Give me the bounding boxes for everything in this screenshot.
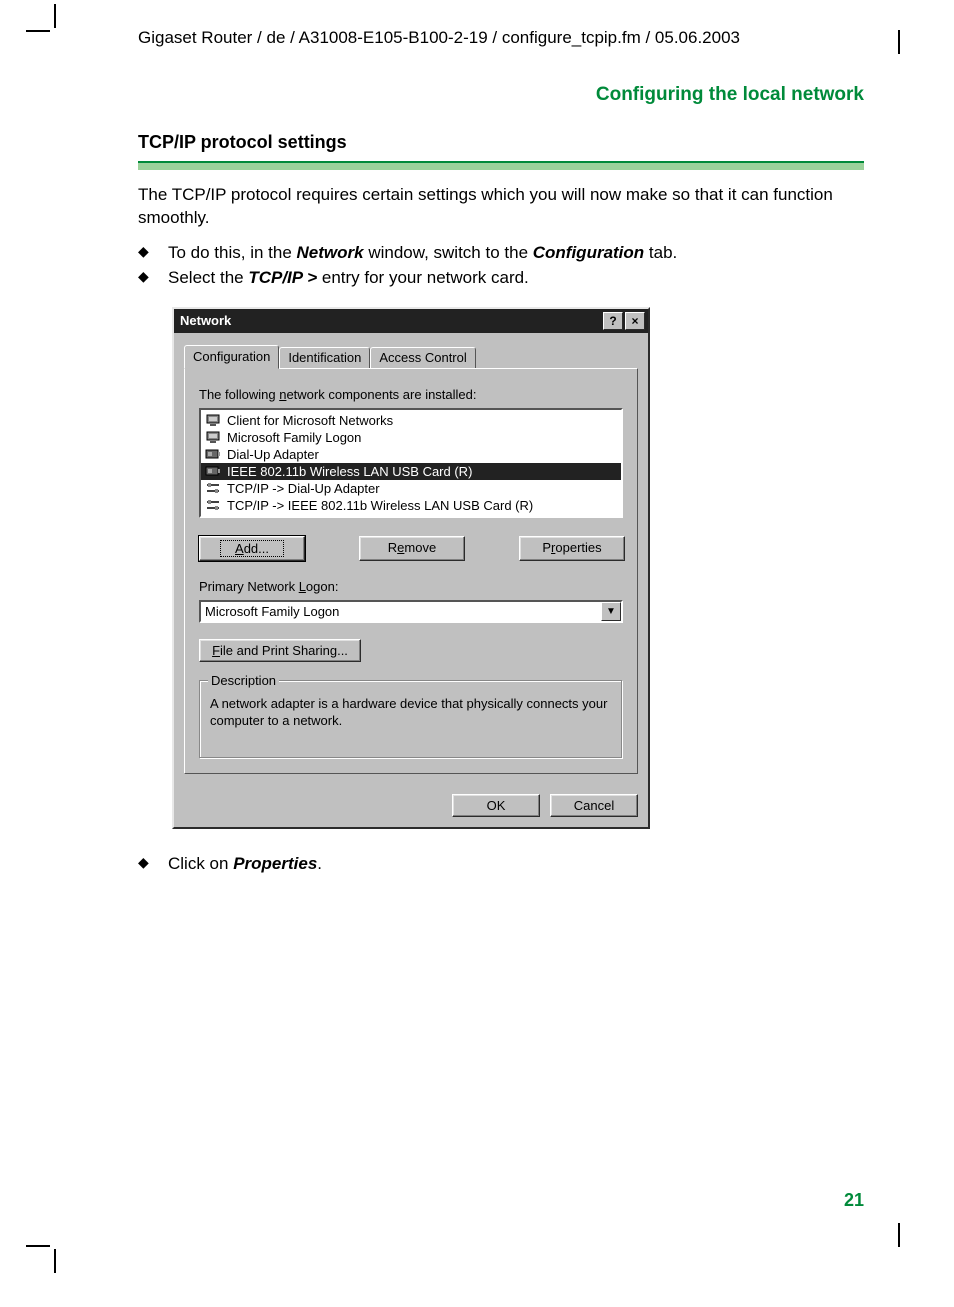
button-row: Add... Remove Properties bbox=[199, 536, 623, 561]
chevron-down-icon[interactable]: ▼ bbox=[601, 602, 621, 621]
description-legend: Description bbox=[208, 672, 279, 690]
bullet-item: Click on Properties. bbox=[138, 851, 864, 877]
protocol-icon bbox=[205, 481, 221, 495]
bullet-item: Select the TCP/IP > entry for your netwo… bbox=[138, 265, 864, 291]
header-path: Gigaset Router / de / A31008-E105-B100-2… bbox=[90, 28, 864, 48]
components-label: The following network components are ins… bbox=[199, 387, 623, 402]
list-item-label: TCP/IP -> Dial-Up Adapter bbox=[227, 481, 380, 496]
section-header: Configuring the local network bbox=[90, 84, 864, 106]
protocol-icon bbox=[205, 498, 221, 512]
network-dialog: Network ? × Configuration Identification… bbox=[172, 307, 650, 829]
list-item[interactable]: IEEE 802.11b Wireless LAN USB Card (R) bbox=[201, 463, 621, 480]
client-icon bbox=[205, 430, 221, 444]
description-text: A network adapter is a hardware device t… bbox=[210, 696, 607, 729]
dialog-screenshot: Network ? × Configuration Identification… bbox=[172, 307, 864, 829]
tab-access-control[interactable]: Access Control bbox=[370, 347, 475, 368]
list-item[interactable]: Dial-Up Adapter bbox=[201, 446, 621, 463]
list-item[interactable]: TCP/IP -> Dial-Up Adapter bbox=[201, 480, 621, 497]
titlebar-buttons: ? × bbox=[603, 312, 645, 330]
file-print-sharing-button[interactable]: File and Print Sharing... bbox=[199, 639, 361, 662]
adapter-icon bbox=[205, 464, 221, 478]
list-item[interactable]: Microsoft Family Logon bbox=[201, 429, 621, 446]
bullet-item: To do this, in the Network window, switc… bbox=[138, 240, 864, 266]
crop-mark bbox=[898, 1223, 900, 1247]
properties-button[interactable]: Properties bbox=[519, 536, 625, 561]
crop-mark bbox=[898, 30, 900, 54]
tab-configuration[interactable]: Configuration bbox=[184, 345, 279, 369]
content-area: TCP/IP protocol settings The TCP/IP prot… bbox=[90, 132, 864, 876]
list-item-label: Microsoft Family Logon bbox=[227, 430, 361, 445]
list-item-label: IEEE 802.11b Wireless LAN USB Card (R) bbox=[227, 464, 472, 479]
remove-button[interactable]: Remove bbox=[359, 536, 465, 561]
subsection-title: TCP/IP protocol settings bbox=[138, 132, 864, 153]
crop-mark bbox=[26, 1245, 50, 1247]
page: Gigaset Router / de / A31008-E105-B100-2… bbox=[0, 0, 954, 1307]
tab-identification[interactable]: Identification bbox=[279, 347, 370, 368]
close-button[interactable]: × bbox=[625, 312, 645, 330]
add-button[interactable]: Add... bbox=[199, 536, 305, 561]
help-button[interactable]: ? bbox=[603, 312, 623, 330]
dialog-titlebar[interactable]: Network ? × bbox=[174, 309, 648, 333]
bullets-bottom: Click on Properties. bbox=[138, 851, 864, 877]
cancel-button[interactable]: Cancel bbox=[550, 794, 638, 817]
section-header-text: Configuring the local network bbox=[596, 84, 864, 105]
intro-paragraph: The TCP/IP protocol requires certain set… bbox=[138, 184, 864, 230]
list-item-label: TCP/IP -> IEEE 802.11b Wireless LAN USB … bbox=[227, 498, 533, 513]
client-icon bbox=[205, 413, 221, 427]
logon-combo-value: Microsoft Family Logon bbox=[201, 602, 601, 621]
page-number: 21 bbox=[844, 1190, 864, 1211]
dialog-title: Network bbox=[180, 313, 603, 328]
dialog-footer: OK Cancel bbox=[174, 784, 648, 827]
logon-combo[interactable]: Microsoft Family Logon ▼ bbox=[199, 600, 623, 623]
list-item-label: Client for Microsoft Networks bbox=[227, 413, 393, 428]
adapter-icon bbox=[205, 447, 221, 461]
components-listbox[interactable]: Client for Microsoft Networks Microsoft F… bbox=[199, 408, 623, 518]
tab-strip: Configuration Identification Access Cont… bbox=[184, 345, 638, 368]
list-item[interactable]: TCP/IP -> IEEE 802.11b Wireless LAN USB … bbox=[201, 497, 621, 514]
bullets-top: To do this, in the Network window, switc… bbox=[138, 240, 864, 291]
crop-mark bbox=[54, 1249, 56, 1273]
list-item[interactable]: Client for Microsoft Networks bbox=[201, 412, 621, 429]
ok-button[interactable]: OK bbox=[452, 794, 540, 817]
dialog-body: Configuration Identification Access Cont… bbox=[174, 333, 648, 784]
logon-label: Primary Network Logon: bbox=[199, 579, 623, 594]
crop-mark bbox=[54, 4, 56, 28]
tab-panel: The following network components are ins… bbox=[184, 368, 638, 774]
description-groupbox: Description A network adapter is a hardw… bbox=[199, 680, 623, 759]
list-item-label: Dial-Up Adapter bbox=[227, 447, 319, 462]
crop-mark bbox=[26, 30, 50, 32]
green-rule bbox=[138, 161, 864, 170]
